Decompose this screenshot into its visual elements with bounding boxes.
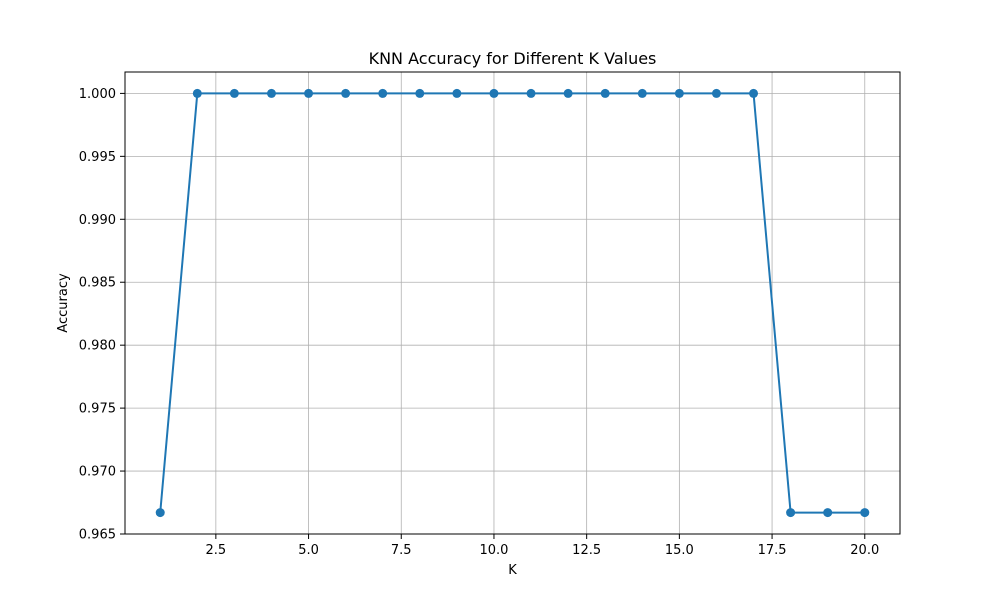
data-point xyxy=(378,88,388,98)
x-tick-label: 12.5 xyxy=(572,543,601,558)
series-line xyxy=(159,92,865,514)
series-layer xyxy=(155,88,870,518)
y-tick-label: 0.985 xyxy=(79,276,116,291)
data-point xyxy=(637,88,647,98)
x-tick-label: 5.0 xyxy=(298,543,319,558)
data-point xyxy=(304,88,314,98)
y-tick-label: 0.980 xyxy=(79,339,116,354)
y-axis: 0.965 0.970 0.975 0.980 0.985 0.990 0.995 1.000 xyxy=(79,87,125,543)
data-point xyxy=(600,88,610,98)
data-point xyxy=(526,88,536,98)
plot-frame xyxy=(124,71,901,535)
data-point xyxy=(823,508,833,518)
data-point xyxy=(489,88,499,98)
data-point xyxy=(674,88,684,98)
chart-title: KNN Accuracy for Different K Values xyxy=(369,49,657,68)
data-point xyxy=(266,88,276,98)
data-point xyxy=(341,88,351,98)
y-tick-label: 1.000 xyxy=(79,87,116,102)
x-axis: 2.5 5.0 7.5 10.0 12.5 15.0 17.5 20.0 xyxy=(206,534,879,558)
data-point xyxy=(786,508,796,518)
data-point xyxy=(749,88,759,98)
y-tick-label: 0.975 xyxy=(79,402,116,417)
y-tick-label: 0.995 xyxy=(79,150,116,165)
x-tick-label: 20.0 xyxy=(850,543,879,558)
y-tick-label: 0.970 xyxy=(79,465,116,480)
y-axis-label: Accuracy xyxy=(56,273,71,333)
y-tick-label: 0.965 xyxy=(79,528,116,543)
x-tick-label: 10.0 xyxy=(479,543,508,558)
data-point xyxy=(452,88,462,98)
x-tick-label: 15.0 xyxy=(665,543,694,558)
data-point xyxy=(155,508,165,518)
x-tick-label: 7.5 xyxy=(391,543,412,558)
data-point xyxy=(860,508,870,518)
y-tick-label: 0.990 xyxy=(79,213,116,228)
x-axis-label: K xyxy=(508,563,517,578)
data-point xyxy=(563,88,573,98)
x-tick-label: 2.5 xyxy=(206,543,227,558)
data-point xyxy=(229,88,239,98)
x-tick-label: 17.5 xyxy=(758,543,787,558)
data-point xyxy=(711,88,721,98)
data-point xyxy=(192,88,202,98)
data-point xyxy=(415,88,425,98)
